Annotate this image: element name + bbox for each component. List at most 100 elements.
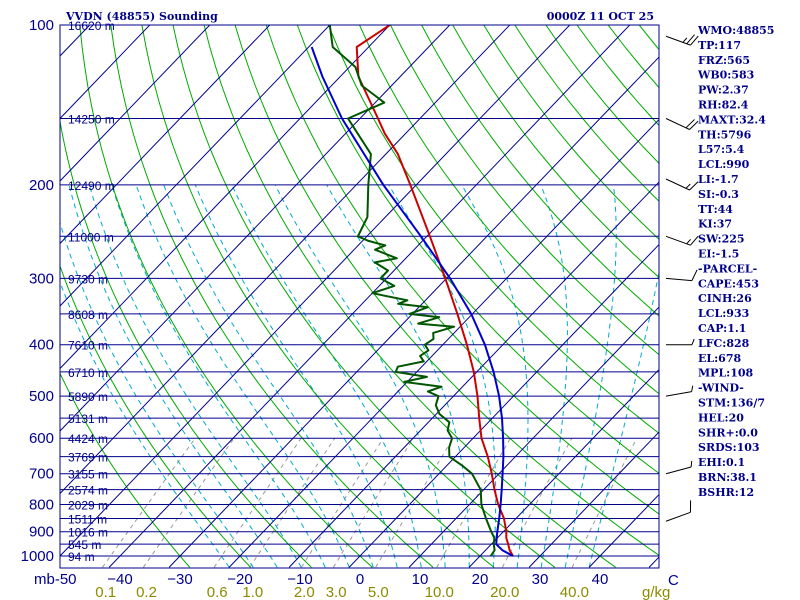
index-item: -WIND- xyxy=(698,382,744,395)
height-label: 7610 m xyxy=(68,339,108,353)
wind-barb xyxy=(665,178,699,191)
height-label: 1511 m xyxy=(68,513,107,527)
mixing-ratio-line xyxy=(375,437,454,568)
isotherm xyxy=(468,368,659,568)
moist-adiabat xyxy=(461,184,529,568)
index-item: CAP:1.1 xyxy=(698,322,746,335)
index-item: CINH:26 xyxy=(698,292,752,305)
wind-barb-flag xyxy=(685,183,691,189)
isotherm xyxy=(60,25,331,307)
chart-title: VVDN (48855) Sounding xyxy=(65,10,218,23)
wind-barb xyxy=(665,269,698,282)
index-item: WB0:583 xyxy=(697,69,754,82)
isotherms xyxy=(60,25,659,568)
height-label: 14250 m xyxy=(68,113,115,127)
moist-adiabat xyxy=(68,184,278,568)
dry-adiabat xyxy=(60,372,191,568)
index-item: STM:136/7 xyxy=(698,397,765,410)
mixing-ratio-label: 5.0 xyxy=(368,584,389,600)
index-item: EHI:0.1 xyxy=(698,456,745,469)
pressure-label: 100 xyxy=(29,17,54,34)
pressure-label: 600 xyxy=(29,430,54,447)
moist-adiabats xyxy=(60,184,659,568)
moist-adiabat xyxy=(88,184,302,568)
moist-adiabat xyxy=(194,184,398,568)
wind-barb xyxy=(665,34,699,46)
wind-barb xyxy=(665,500,692,522)
temperature-labels: mb-50 −40 −30 −20 −10 0 10 20 30 40 xyxy=(34,571,608,588)
pressure-label: 700 xyxy=(29,466,54,483)
index-item: -PARCEL- xyxy=(698,262,757,275)
dewpoint-profile xyxy=(328,25,496,557)
height-label: 5131 m xyxy=(68,412,108,426)
wind-barb xyxy=(666,338,695,346)
mixing-ratio-line xyxy=(501,437,573,568)
dry-adiabat xyxy=(79,25,373,568)
temperature-label: −40 xyxy=(107,571,132,588)
mixing-ratio-label: 1.0 xyxy=(242,584,263,600)
pressure-label: 800 xyxy=(29,497,54,514)
index-item: EI:-1.5 xyxy=(698,248,739,261)
dry-adiabat xyxy=(60,264,251,568)
wind-barb-staff xyxy=(665,277,692,282)
dry-adiabat xyxy=(234,25,659,556)
wind-barb-flag xyxy=(682,37,688,43)
index-item: BRN:38.1 xyxy=(698,471,757,484)
dry-adiabat xyxy=(545,25,659,164)
temperature-label: mb-50 xyxy=(34,571,77,588)
index-item: KI:37 xyxy=(698,218,732,231)
isotherm xyxy=(60,25,211,182)
stability-indices: WMO:48855 TP:117 FRZ:565 WB0:583 PW:2.37 RH:8… xyxy=(697,24,774,499)
isotherm xyxy=(60,25,511,495)
height-labels: 16620 m 14250 m 12490 m 11000 m 9730 m 8608 m… xyxy=(68,19,115,564)
mixing-ratio-labels: 0.1 0.2 0.6 1.0 2.0 3.0 5.0 10.0 20.0 40.0 xyxy=(95,584,589,600)
wind-barb-flag xyxy=(691,338,695,345)
isotherm xyxy=(288,181,659,568)
dry-adiabats xyxy=(60,25,659,568)
index-item: BSHR:12 xyxy=(698,486,754,499)
mixing-ratio-label: 10.0 xyxy=(425,584,454,600)
moist-adiabat xyxy=(326,184,470,568)
moist-adiabat xyxy=(111,184,326,568)
index-item: WMO:48855 xyxy=(697,24,774,37)
isotherm xyxy=(408,306,659,568)
isotherm xyxy=(348,243,659,568)
temperature-profile xyxy=(355,25,514,557)
height-label: 16620 m xyxy=(68,19,115,33)
index-item: LCL:990 xyxy=(698,158,750,171)
moist-adiabat xyxy=(388,184,497,568)
plot-frame xyxy=(59,24,660,569)
wind-barb-flag xyxy=(686,238,691,245)
mixing-ratio-line xyxy=(436,437,511,568)
isotherm xyxy=(60,25,271,245)
mixing-ratio-lines xyxy=(102,437,638,568)
wind-barb-flag xyxy=(689,120,699,130)
wind-barb-flag xyxy=(690,35,699,46)
pressure-labels: 100 200 300 400 500 600 700 800 900 1000 xyxy=(21,17,54,565)
chart-time: 0000Z 11 OCT 25 xyxy=(547,10,654,23)
moist-adiabat xyxy=(60,220,254,568)
pressure-label: 400 xyxy=(29,337,54,354)
mixing-ratio-label: 3.0 xyxy=(326,584,347,600)
isotherm xyxy=(60,25,391,370)
temperature-label: 30 xyxy=(532,571,549,588)
height-label: 3769 m xyxy=(68,451,108,465)
height-label: 12490 m xyxy=(68,179,115,193)
pressure-label: 500 xyxy=(29,388,54,405)
height-label: 2029 m xyxy=(68,499,108,513)
mixing-ratio-line xyxy=(102,437,196,568)
wind-barb xyxy=(665,460,693,475)
isotherm xyxy=(108,25,631,568)
x-axis-unit: C xyxy=(668,572,679,589)
wind-barb xyxy=(665,385,694,397)
height-label: 2574 m xyxy=(68,484,108,498)
moist-adiabat xyxy=(540,184,568,568)
temperature-label: 20 xyxy=(472,571,489,588)
wind-barb-staff xyxy=(665,235,691,246)
mixing-ratio-label: 20.0 xyxy=(490,584,519,600)
mixing-ratio-label: 0.2 xyxy=(136,584,157,600)
index-item: HEL:20 xyxy=(698,411,744,424)
pressure-label: 300 xyxy=(29,270,54,287)
height-label: 1016 m xyxy=(68,526,108,540)
